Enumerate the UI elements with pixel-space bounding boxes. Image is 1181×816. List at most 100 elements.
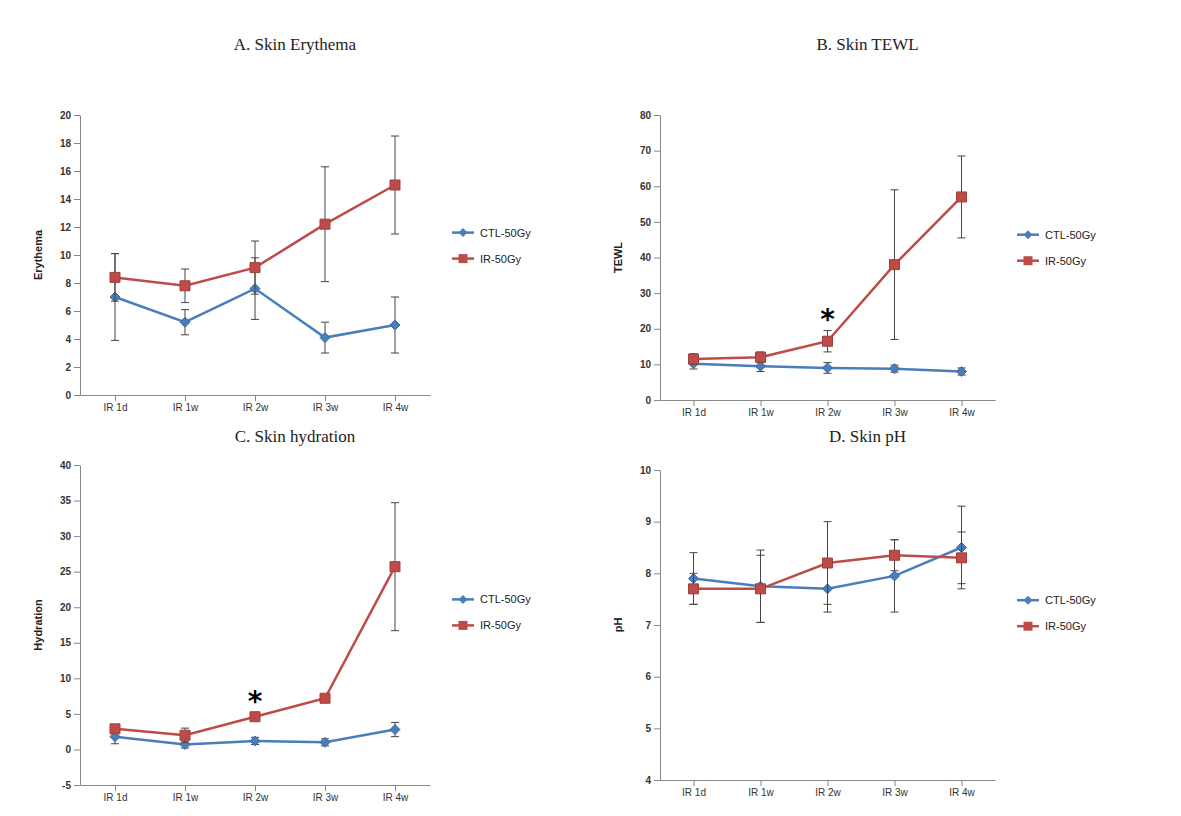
legend-marker [1024, 256, 1033, 265]
error-bar [757, 550, 765, 622]
point [890, 550, 900, 560]
point [320, 693, 330, 703]
y-axis: -50510152025303540 [60, 460, 81, 791]
legend-label: IR-50Gy [480, 619, 521, 631]
error-bar-cap [891, 612, 899, 613]
error-bar-cap [181, 742, 189, 743]
error-bar-cap [824, 521, 832, 522]
y-tick: 20 [60, 110, 80, 121]
y-tick-label: 6 [65, 306, 71, 317]
error-bar [181, 269, 189, 303]
error-bar [958, 506, 966, 589]
error-bar-cap [958, 583, 966, 584]
series-line [115, 289, 395, 338]
y-tick-mark [74, 367, 80, 368]
error-bar [391, 136, 399, 234]
legend-label: IR-50Gy [1045, 255, 1086, 267]
error-bar-cap [958, 155, 966, 156]
error-bar-cap [321, 166, 329, 167]
x-tick-label: IR 4w [383, 792, 409, 803]
y-tick-mark [654, 364, 660, 365]
point [957, 553, 967, 563]
y-tick: 0 [65, 390, 80, 401]
x-tick-mark [395, 785, 396, 791]
error-bar-cap [251, 294, 259, 295]
x-tick-mark [325, 395, 326, 401]
error-bar-cap [891, 539, 899, 540]
x-tick-label: IR 1w [173, 402, 199, 413]
error-bar [181, 310, 189, 335]
point [320, 737, 330, 747]
y-tick-label: 14 [60, 194, 72, 205]
error-bar [958, 156, 966, 238]
y-tick: 6 [65, 306, 80, 317]
y-tick-label: 10 [640, 465, 652, 476]
y-tick-mark [74, 143, 80, 144]
error-bar-cap [391, 630, 399, 631]
legend-label: CTL-50Gy [480, 227, 531, 239]
point [320, 333, 330, 343]
series-line [115, 567, 395, 736]
point [180, 730, 190, 740]
legend-item: IR-50Gy [1017, 255, 1086, 267]
chart-title: C. Skin hydration [235, 427, 356, 446]
series [689, 358, 967, 376]
annotation: * [248, 685, 263, 718]
x-tick-label: IR 4w [383, 402, 409, 413]
error-bar-cap [321, 353, 329, 354]
error-bar-cap [251, 241, 259, 242]
error-bar-cap [757, 622, 765, 623]
y-tick-mark [74, 572, 80, 573]
y-tick-label: 12 [60, 222, 72, 233]
point [823, 336, 833, 346]
y-tick: 5 [645, 723, 660, 734]
y-axis-line [660, 471, 661, 781]
error-bar [251, 241, 259, 294]
series [689, 156, 967, 364]
x-tick-label: IR 1w [748, 787, 774, 798]
error-bar-stem [115, 254, 116, 341]
series [110, 254, 400, 353]
plot-area [689, 506, 967, 622]
x-tick-label: IR 3w [313, 792, 339, 803]
x-tick-mark [115, 785, 116, 791]
y-tick: 60 [640, 181, 660, 192]
x-tick-label: IR 1d [104, 402, 128, 413]
x-tick-label: IR 4w [949, 407, 975, 418]
y-tick-label: 30 [60, 531, 72, 542]
error-bar-cap [251, 319, 259, 320]
x-tick-label: IR 2w [243, 402, 269, 413]
y-tick-label: 10 [60, 673, 72, 684]
point [110, 724, 120, 734]
y-tick-label: 35 [60, 495, 72, 506]
y-tick-mark [654, 115, 660, 116]
y-tick: 20 [60, 602, 80, 613]
error-bar-cap [757, 550, 765, 551]
y-axis-line [660, 116, 661, 401]
x-tick: IR 2w [243, 395, 269, 413]
y-tick-label: 5 [645, 723, 651, 734]
x-tick-label: IR 1d [682, 407, 706, 418]
series-line [115, 185, 395, 286]
y-tick: 50 [640, 217, 660, 228]
x-tick: IR 2w [243, 785, 269, 803]
y-tick-label: 10 [640, 359, 652, 370]
error-bar [321, 167, 329, 282]
y-tick: 0 [65, 744, 80, 755]
error-bar-cap [891, 339, 899, 340]
x-tick-mark [962, 780, 963, 786]
error-bar [891, 190, 899, 340]
x-tick-mark [115, 395, 116, 401]
error-bar-cap [111, 743, 119, 744]
y-tick-mark [74, 465, 80, 466]
y-tick: 10 [640, 359, 660, 370]
error-bar-cap [391, 736, 399, 737]
legend-marker [459, 228, 468, 237]
y-tick-label: -5 [62, 780, 71, 791]
x-axis: IR 1dIR 1wIR 2wIR 3wIR 4w [81, 395, 431, 413]
legend-marker [1024, 596, 1033, 605]
legend: CTL-50GyIR-50Gy [1017, 594, 1096, 632]
error-bar-cap [757, 555, 765, 556]
error-bar [391, 722, 399, 736]
y-tick: -5 [62, 780, 80, 791]
